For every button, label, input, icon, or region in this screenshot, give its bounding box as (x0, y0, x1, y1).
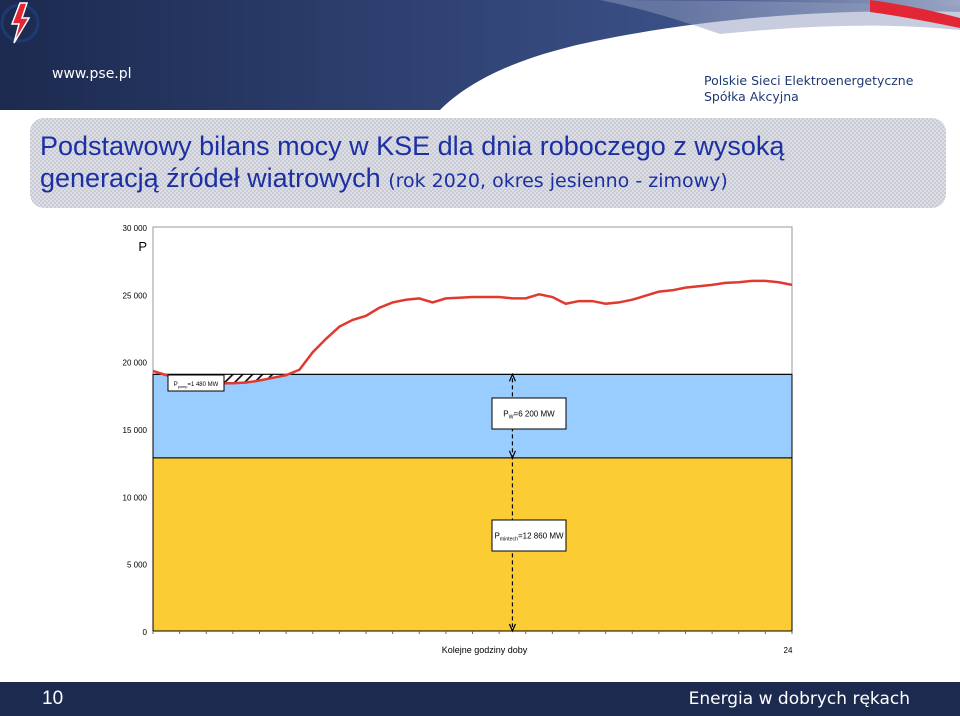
plot-area: 0 5 000 10 000 15 000 20 000 25 000 30 000 P Kol… (123, 224, 793, 655)
header-swoosh (0, 0, 960, 110)
mintech-label-text: Pmintech=12 860 MW (494, 532, 564, 543)
slide-title: Podstawowy bilans mocy w KSE dla dnia ro… (40, 130, 784, 197)
y-tick-label: 30 000 (123, 224, 148, 233)
footer-bar: 10 Energia w dobrych rękach (0, 682, 960, 716)
y-tick-label: 5 000 (127, 561, 148, 570)
website-url[interactable]: www.pse.pl (52, 66, 132, 82)
y-tick-label: 10 000 (123, 493, 148, 502)
pump-label: Ppomp=1 480 MW (167, 374, 225, 392)
mintech-label: Pmintech=12 860 MW (491, 519, 567, 552)
y-tick-label: 0 (143, 628, 148, 637)
y-tick-label: 20 000 (123, 359, 148, 368)
y-axis-label: P (138, 239, 147, 254)
measure-arrow-head-bottom (508, 623, 516, 633)
header: www.pse.pl Polskie Sieci Elektroenergety… (0, 0, 960, 118)
wind-label: PW=6 200 MW (491, 397, 567, 430)
company-name-line2: Spółka Akcyjna (704, 89, 799, 104)
power-balance-chart: 0 5 000 10 000 15 000 20 000 25 000 30 000 P Kol… (123, 224, 793, 655)
y-tick-label: 15 000 (123, 426, 148, 435)
pse-logo-icon (0, 2, 40, 44)
measure-arrow-head-top (508, 372, 516, 382)
title-line2: generacją źródeł wiatrowych (40, 163, 381, 193)
wind-label-box (491, 397, 567, 430)
x-axis-label: Kolejne godziny doby (442, 645, 528, 655)
title-line1: Podstawowy bilans mocy w KSE dla dnia ro… (40, 131, 785, 161)
pump-label-text: Ppomp=1 480 MW (174, 382, 219, 389)
company-name: Polskie Sieci Elektroenergetyczne Spółka… (704, 73, 913, 105)
pump-label-box (167, 374, 225, 392)
slogan: Energia w dobrych rękach (688, 689, 910, 709)
x-end-label: 24 (784, 646, 793, 655)
page-number: 10 (42, 688, 64, 709)
demand-line (152, 279, 793, 385)
measure-arrow-mid (508, 450, 516, 460)
title-box: Podstawowy bilans mocy w KSE dla dnia ro… (30, 118, 946, 208)
y-tick-label: 25 000 (123, 291, 148, 300)
band-minimum-technical (152, 457, 793, 632)
title-subtitle: (rok 2020, okres jesienno - zimowy) (388, 170, 728, 192)
wind-label-text: PW=6 200 MW (503, 410, 555, 421)
company-name-line1: Polskie Sieci Elektroenergetyczne (704, 73, 914, 88)
band-wind (152, 373, 793, 459)
mintech-label-box (491, 519, 567, 552)
